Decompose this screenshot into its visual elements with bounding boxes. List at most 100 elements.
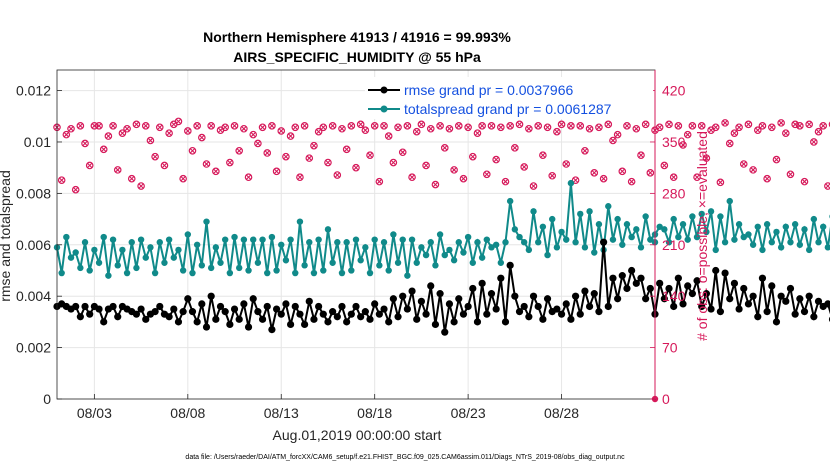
obs-possible-point [384, 132, 393, 140]
totalspread-point [810, 215, 818, 223]
rmse-point [716, 308, 725, 316]
rmse-point [786, 284, 795, 293]
obs-evaluated-point [217, 127, 224, 133]
obs-possible-point [81, 139, 89, 148]
obs-possible-point [179, 174, 187, 183]
x-tick-label: 08/13 [264, 405, 299, 421]
x-tick-label: 08/18 [357, 405, 392, 421]
y-right-tick-label: 350 [662, 134, 686, 150]
totalspread-point [670, 215, 677, 223]
obs-evaluated-point [741, 161, 747, 167]
obs-possible-point [725, 139, 734, 148]
totalspread-point [773, 228, 780, 236]
obs-evaluated-point [119, 130, 125, 136]
rmse-point [165, 313, 173, 321]
obs-evaluated-point [344, 146, 350, 152]
obs-evaluated-point [521, 164, 527, 170]
rmse-point [623, 284, 631, 293]
obs-possible-point [57, 176, 66, 184]
rmse-point [198, 300, 206, 308]
rmse-point [263, 302, 271, 311]
rmse-point [375, 310, 383, 318]
totalspread-point [530, 208, 537, 215]
totalspread-point [525, 246, 533, 254]
obs-possible-point [609, 136, 617, 145]
rmse-point [301, 320, 309, 329]
rmse-point [343, 318, 351, 326]
obs-possible-point [408, 173, 416, 182]
obs-possible-point [468, 152, 477, 161]
obs-possible-point [291, 123, 300, 132]
obs-possible-point [62, 130, 71, 139]
obs-possible-point [641, 120, 650, 129]
obs-evaluated-point [601, 176, 607, 182]
totalspread-point [665, 239, 673, 246]
obs-evaluated-point [82, 140, 88, 147]
rmse-point [207, 292, 215, 300]
rmse-point [660, 295, 668, 303]
totalspread-point [221, 236, 229, 243]
obs-possible-point [212, 167, 220, 176]
obs-evaluated-point [278, 128, 284, 134]
obs-evaluated-point [591, 170, 597, 176]
totalspread-point [796, 241, 804, 248]
obs-evaluated-point [432, 181, 439, 188]
obs-possible-point [529, 182, 538, 190]
rmse-point [590, 290, 598, 298]
y-left-tick-label: 0 [43, 391, 51, 407]
obs-possible-point [604, 120, 613, 129]
totalspread-point [791, 221, 799, 228]
obs-possible-point [623, 122, 631, 130]
totalspread-point [226, 269, 234, 277]
rmse-point [216, 302, 225, 311]
x-tick-label: 08/03 [77, 405, 112, 421]
rmse-point [693, 277, 701, 285]
rmse-point [174, 318, 183, 326]
obs-possible-point [660, 161, 669, 170]
totalspread-point [282, 257, 290, 264]
obs-evaluated-point [227, 159, 233, 166]
rmse-point [459, 310, 468, 318]
obs-possible-point [492, 155, 500, 164]
obs-evaluated-point [339, 126, 345, 132]
obs-evaluated-point [811, 139, 817, 145]
obs-possible-point [263, 149, 272, 157]
obs-evaluated-point [558, 121, 565, 127]
obs-evaluated-point [353, 165, 359, 171]
totalspread-point [805, 246, 813, 254]
obs-evaluated-point [409, 174, 415, 180]
obs-evaluated-point [815, 129, 822, 135]
rmse-point [366, 315, 374, 323]
obs-possible-point [749, 166, 757, 174]
rmse-point [249, 295, 257, 303]
obs-possible-point [683, 130, 692, 139]
obs-possible-point [716, 178, 725, 187]
x-tick-label: 08/23 [451, 405, 486, 421]
obs-evaluated-point [96, 123, 102, 129]
obs-possible-point [137, 182, 145, 190]
obs-evaluated-point [185, 128, 191, 134]
totalspread-point [334, 239, 341, 246]
obs-evaluated-point [666, 121, 672, 127]
rmse-point [212, 315, 220, 323]
rmse-point [324, 318, 332, 326]
obs-evaluated-point [208, 123, 214, 129]
obs-evaluated-point [245, 174, 252, 180]
totalspread-point [563, 236, 570, 243]
obs-possible-point [333, 171, 342, 179]
obs-evaluated-point [175, 118, 182, 124]
rmse-point [772, 318, 781, 326]
obs-evaluated-point [502, 179, 509, 185]
obs-evaluated-point [236, 148, 242, 154]
obs-evaluated-point [825, 183, 830, 189]
totalspread-point [207, 264, 215, 272]
totalspread-point [787, 239, 794, 246]
obs-possible-point [487, 122, 496, 130]
obs-evaluated-point [129, 176, 135, 182]
obs-evaluated-point [437, 123, 443, 129]
obs-evaluated-point [554, 129, 560, 135]
rmse-point [800, 308, 809, 316]
rmse-point [740, 284, 748, 293]
rmse-point [763, 308, 771, 316]
obs-possible-point [380, 122, 388, 130]
